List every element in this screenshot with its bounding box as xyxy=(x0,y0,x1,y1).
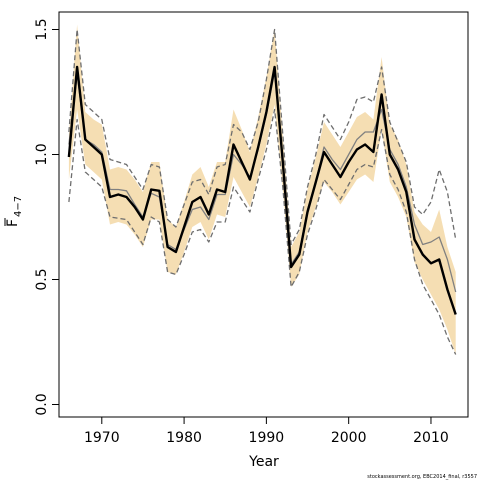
band-area xyxy=(68,24,456,355)
y-tick-label: 0.5 xyxy=(34,268,50,290)
plot-frame xyxy=(58,11,469,418)
y-axis-title: F 4−7 xyxy=(4,196,24,227)
series-lines xyxy=(67,28,457,355)
x-tick-label: 2000 xyxy=(331,430,367,446)
x-tick-label: 1970 xyxy=(84,430,120,446)
lower-dashed-line xyxy=(68,108,457,355)
x-axis: 1970 1980 1990 2000 2010 xyxy=(84,417,449,446)
upper-dashed-line xyxy=(68,28,457,246)
x-tick-label: 2010 xyxy=(413,430,449,446)
x-axis-title: Year xyxy=(248,454,279,470)
y-axis-title-subscript: 4−7 xyxy=(13,196,24,217)
x-tick-label: 1990 xyxy=(249,430,285,446)
confidence-band xyxy=(68,24,456,355)
source-footnote: stockassessment.org, EBC2014_final, r355… xyxy=(367,474,477,480)
y-axis: 0.0 0.5 1.0 1.5 xyxy=(34,18,59,416)
y-axis-title-main: F xyxy=(5,219,21,227)
y-tick-label: 0.0 xyxy=(34,393,50,415)
x-tick-label: 1980 xyxy=(166,430,202,446)
estimate-line xyxy=(67,65,457,315)
y-tick-label: 1.5 xyxy=(34,18,50,40)
y-tick-label: 1.0 xyxy=(34,143,50,165)
